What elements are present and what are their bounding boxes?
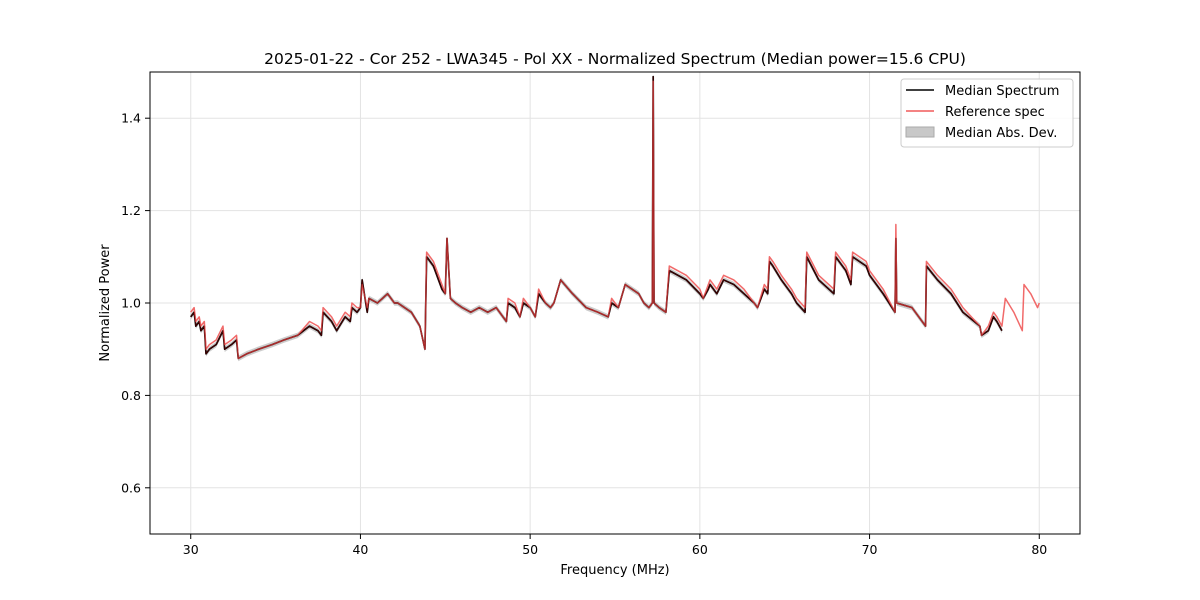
x-tick-label: 70 [862, 542, 878, 557]
x-tick-label: 50 [522, 542, 538, 557]
legend-box [900, 78, 1074, 148]
x-tick-label: 30 [183, 542, 199, 557]
x-tick-label: 60 [692, 542, 708, 557]
y-tick-label: 1.0 [121, 296, 141, 311]
legend-reference-label: Reference spec [945, 105, 1045, 120]
y-axis: 0.6 0.8 1.0 1.2 1.4 [121, 111, 150, 495]
legend-median-label: Median Spectrum [945, 84, 1059, 99]
legend: Median Spectrum Reference spec Median Ab… [900, 78, 1074, 148]
data-layer [190, 73, 1040, 362]
x-tick-label: 40 [352, 542, 368, 557]
legend-mad-swatch [905, 126, 935, 138]
y-tick-label: 0.8 [121, 388, 141, 403]
x-axis-label: Frequency (MHz) [560, 563, 669, 578]
y-axis-label: Normalized Power [98, 244, 113, 362]
y-tick-label: 0.6 [121, 480, 141, 495]
chart-title: 2025-01-22 - Cor 252 - LWA345 - Pol XX -… [264, 50, 966, 68]
y-tick-label: 1.4 [121, 111, 141, 126]
overlap-line [190, 76, 1003, 359]
x-tick-label: 80 [1031, 542, 1047, 557]
x-axis: 30 40 50 60 70 80 [183, 534, 1047, 557]
legend-mad-label: Median Abs. Dev. [945, 126, 1057, 141]
y-tick-label: 1.2 [121, 203, 141, 218]
